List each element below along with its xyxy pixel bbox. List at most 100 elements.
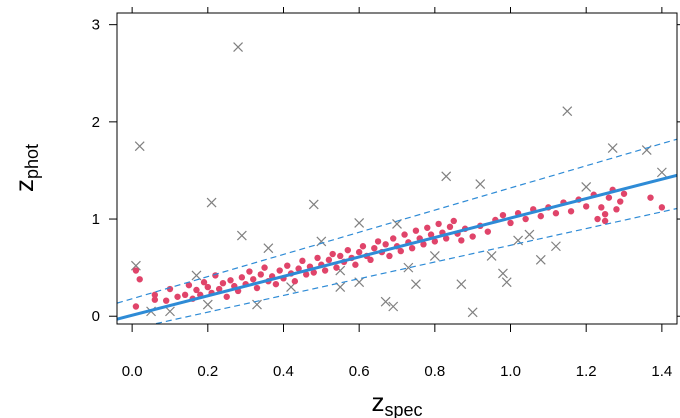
data-point	[174, 293, 181, 300]
cross-point	[656, 167, 667, 178]
data-point	[613, 206, 620, 213]
y-tick-label: 2	[92, 114, 100, 131]
x-tick-label: 1.4	[651, 363, 672, 380]
cross-stroke	[475, 179, 486, 189]
cross-stroke	[486, 251, 497, 261]
data-point	[620, 190, 628, 197]
data-point	[355, 248, 363, 256]
data-point	[238, 274, 246, 281]
data-point	[325, 256, 333, 264]
data-point	[204, 283, 212, 291]
cross-point	[562, 106, 573, 117]
data-point	[582, 203, 590, 210]
data-point	[132, 267, 140, 274]
data-point	[223, 293, 230, 300]
data-point	[412, 227, 420, 234]
cross-stroke	[410, 279, 421, 290]
cross-point	[165, 306, 175, 317]
cross-stroke	[513, 235, 524, 246]
cross-point	[410, 279, 421, 290]
cross-stroke	[388, 301, 399, 312]
data-point	[605, 194, 613, 201]
fit-line	[117, 173, 677, 321]
data-point	[390, 235, 397, 242]
x-tick-label: 0.0	[122, 363, 143, 380]
data-point	[219, 279, 227, 287]
cross-stroke	[236, 230, 247, 241]
cross-stroke	[501, 277, 512, 288]
data-point	[382, 241, 389, 248]
y-tick-label: 0	[92, 308, 100, 325]
x-axis-label-sub: spec	[384, 400, 422, 418]
x-axis-label-main: z	[371, 387, 384, 417]
cross-stroke	[380, 296, 391, 307]
data-point	[567, 208, 575, 215]
data-point	[151, 296, 159, 303]
cross-stroke	[656, 167, 667, 178]
cross-stroke	[252, 299, 262, 310]
cross-point	[130, 260, 141, 271]
data-point	[386, 252, 393, 260]
data-point	[469, 233, 476, 240]
data-point	[594, 215, 601, 223]
data-point	[136, 276, 143, 283]
cross-stroke	[202, 299, 213, 310]
data-point	[166, 285, 174, 293]
data-point	[424, 224, 431, 231]
cross-point	[607, 143, 618, 154]
y-axis-label-sub: phot	[22, 144, 42, 179]
data-point	[291, 278, 299, 285]
data-point	[272, 280, 280, 288]
x-tick-label: 1.2	[576, 363, 597, 380]
cross-point	[475, 179, 486, 189]
data-point	[302, 271, 310, 278]
data-point	[427, 231, 435, 238]
data-point	[200, 279, 208, 286]
data-point	[257, 271, 264, 278]
cross-stroke	[206, 197, 217, 208]
data-point	[162, 297, 170, 304]
cross-point	[134, 141, 145, 152]
data-point	[435, 220, 442, 228]
data-point	[420, 241, 427, 248]
cross-point	[233, 42, 244, 52]
data-point	[507, 219, 514, 227]
cross-stroke	[191, 270, 202, 281]
data-point	[333, 264, 340, 271]
data-point	[276, 267, 283, 274]
cross-stroke	[581, 182, 592, 192]
data-point	[193, 286, 200, 294]
cross-stroke	[335, 282, 346, 292]
cross-stroke	[354, 277, 365, 288]
y-axis-label-main: z	[9, 179, 39, 192]
data-point	[250, 276, 257, 283]
cross-point	[498, 268, 508, 279]
cross-stroke	[335, 265, 346, 276]
data-point	[442, 235, 450, 242]
cross-stroke	[498, 268, 508, 279]
data-point	[658, 204, 666, 211]
y-axis-label: zphot	[9, 144, 42, 192]
data-point	[284, 262, 291, 269]
data-point	[344, 246, 352, 254]
cross-stroke	[263, 243, 274, 254]
cross-stroke	[403, 262, 414, 273]
cross-point	[550, 241, 561, 252]
x-tick-label: 0.6	[349, 363, 370, 380]
data-point	[552, 210, 560, 217]
data-point	[617, 198, 624, 205]
data-point	[299, 257, 306, 265]
data-point	[314, 254, 321, 262]
cross-stroke	[607, 143, 618, 154]
cross-stroke	[130, 260, 141, 271]
data-point	[329, 250, 336, 258]
x-tick-label: 1.0	[500, 363, 521, 380]
data-point	[227, 277, 234, 284]
x-tick-label: 0.8	[424, 363, 445, 380]
cross-point	[535, 254, 546, 265]
x-tick-label: 0.2	[197, 363, 218, 380]
data-point	[458, 237, 465, 244]
cross-point	[581, 182, 592, 192]
data-point	[371, 244, 378, 252]
cross-point	[403, 262, 414, 273]
